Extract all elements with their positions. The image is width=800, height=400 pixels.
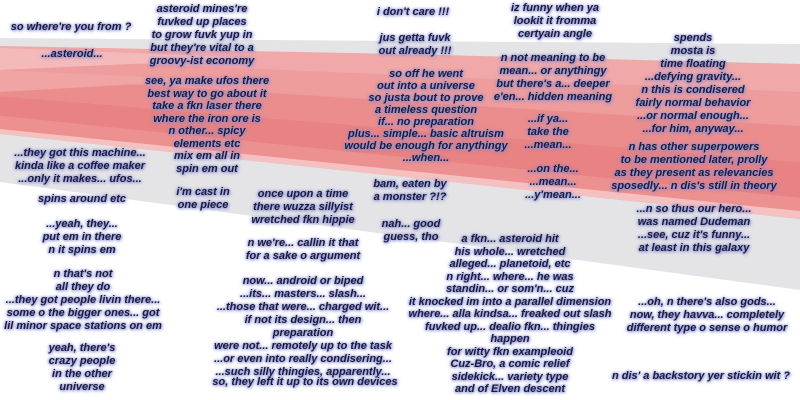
speech-superpowers: n has other superpowers to be mentioned … [611, 141, 777, 192]
speech-once-upon: once upon a time there wuzza sillyist wr… [251, 188, 355, 226]
pink-streak-soft [0, 116, 800, 212]
speech-own-devices: so, they left it up to its own devices [212, 376, 398, 388]
speech-hidden-meaning: n not meaning to be mean... or anythingy… [493, 52, 613, 103]
pink-streak-dark [0, 96, 800, 198]
pink-highlight-wedge-top [0, 48, 260, 70]
speech-where-from: so where're you from ? [10, 21, 132, 33]
speech-put-em-in: ...yeah, they... put em in there n it sp… [42, 218, 122, 256]
speech-on-the-mean: ...on the... ...mean... ...y'mean... [525, 163, 581, 201]
speech-also-gods: ...oh, n there's also gods... now, they … [626, 296, 788, 334]
speech-make-ufos: see, ya make ufos there best way to go a… [144, 75, 270, 175]
pink-streak-mid [0, 58, 800, 126]
speech-time-floating: spends mosta is time floating ...defying… [635, 32, 751, 135]
speech-funny-angle: iz funny when ya lookit it fromma certya… [510, 2, 599, 40]
speech-android-or-biped: now... android or biped ...its... master… [214, 275, 392, 378]
speech-out-already: jus getta fuvk out already !!! [378, 32, 452, 57]
speech-asteroid-mines: asteroid mines're fuvked up places to gr… [149, 3, 255, 67]
speech-asteroid: ...asteroid... [41, 48, 103, 60]
speech-off-he-went: so off he went out into a universe so ju… [344, 68, 508, 164]
speech-backstory-question: n dis' a backstory yer stickin wit ? [611, 370, 791, 382]
speech-not-all-they-do: n that's not all they do ...they got peo… [4, 268, 162, 332]
speech-asteroid-hit: a fkn... asteroid hit his whole... wretc… [408, 233, 612, 395]
speech-dont-care: i don't care !!! [376, 6, 450, 18]
pink-highlight-wedge-mid [0, 70, 210, 92]
pink-streak-deep [0, 76, 800, 162]
speech-sake-o-argument: n we're... callin it that for a sake o a… [245, 237, 361, 262]
speech-if-ya-take: ...if ya... take the ...mean... [524, 113, 572, 151]
speech-eaten-by-monster: bam, eaten by a monster ?!? [373, 178, 447, 203]
speech-good-guess: nah... good guess, tho [381, 218, 441, 243]
speech-cast-one-piece: i'm cast in one piece [176, 186, 230, 211]
speech-named-dudeman: ...n so thus our hero... was named Dudem… [636, 203, 752, 254]
pink-bottom-edge [0, 129, 800, 219]
speech-spins-around: spins around etc [37, 193, 127, 205]
speech-machine: ...they got this machine... kinda like a… [14, 147, 146, 185]
speech-crazy-people: yeah, there's crazy people in the other … [48, 342, 116, 393]
